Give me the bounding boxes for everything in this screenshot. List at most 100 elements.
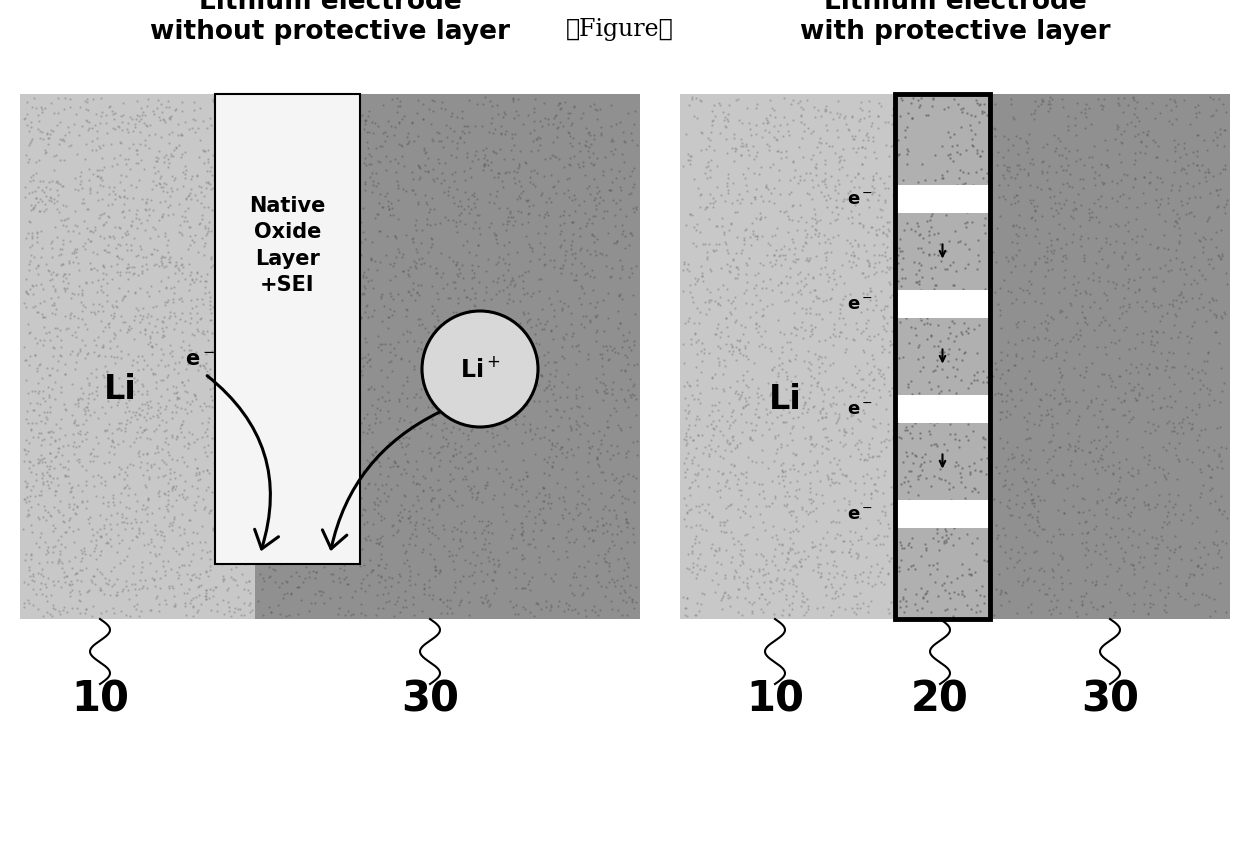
Point xyxy=(408,160,428,173)
Point xyxy=(931,473,951,486)
Point xyxy=(441,110,461,123)
Point xyxy=(252,219,272,232)
Point xyxy=(838,546,858,560)
Point xyxy=(794,399,813,413)
Point xyxy=(787,323,807,337)
Point xyxy=(1037,308,1056,322)
Point xyxy=(1091,158,1111,171)
Point xyxy=(384,457,404,470)
Point xyxy=(89,582,109,595)
Point xyxy=(776,588,796,602)
Point xyxy=(348,238,368,252)
Point xyxy=(732,489,751,502)
Point xyxy=(112,310,131,323)
Point xyxy=(32,242,52,256)
Point xyxy=(151,354,171,368)
Point xyxy=(774,93,794,106)
Point xyxy=(154,208,174,221)
Point xyxy=(312,312,332,326)
Point xyxy=(894,391,914,404)
Point xyxy=(987,222,1007,235)
Point xyxy=(497,218,517,231)
Point xyxy=(946,146,966,160)
Point xyxy=(372,381,392,394)
Point xyxy=(1017,146,1037,160)
Point xyxy=(463,465,482,479)
Point xyxy=(72,286,92,300)
Point xyxy=(836,318,856,332)
Point xyxy=(21,549,41,562)
Point xyxy=(120,163,140,176)
Point xyxy=(448,142,467,155)
Point xyxy=(614,135,634,149)
Point xyxy=(618,516,637,529)
Point xyxy=(273,408,293,422)
Point xyxy=(221,259,241,273)
Point xyxy=(153,250,172,263)
Point xyxy=(433,282,453,295)
Point xyxy=(95,475,115,489)
Point xyxy=(1070,324,1090,338)
Point xyxy=(725,385,745,398)
Point xyxy=(47,231,67,245)
Point xyxy=(188,474,208,488)
Point xyxy=(715,479,735,493)
Point xyxy=(201,563,221,576)
Point xyxy=(169,118,188,132)
Point xyxy=(289,201,309,214)
Point xyxy=(620,187,640,201)
Point xyxy=(454,127,474,141)
Point xyxy=(31,225,51,238)
Point xyxy=(894,542,914,555)
Point xyxy=(384,270,404,284)
Point xyxy=(115,316,135,330)
Point xyxy=(1173,256,1193,269)
Point xyxy=(486,288,506,301)
Point xyxy=(357,300,377,313)
Point xyxy=(300,147,320,160)
Point xyxy=(496,214,516,228)
Point xyxy=(438,186,458,199)
Point xyxy=(210,551,229,565)
Point xyxy=(150,343,170,356)
Point xyxy=(77,603,97,616)
Point xyxy=(842,241,862,254)
Point xyxy=(1043,210,1063,224)
Point xyxy=(565,389,585,403)
Point xyxy=(544,149,564,163)
Point xyxy=(378,311,398,324)
Point xyxy=(340,227,360,241)
Point xyxy=(231,260,250,273)
Point xyxy=(53,282,73,295)
Point xyxy=(458,362,477,376)
Point xyxy=(1074,252,1094,266)
Point xyxy=(868,362,888,376)
Point xyxy=(195,441,215,454)
Point xyxy=(192,208,212,222)
Point xyxy=(841,204,861,218)
Point xyxy=(1086,257,1106,271)
Point xyxy=(596,517,616,530)
Point xyxy=(268,401,288,414)
Point xyxy=(109,416,129,430)
Point xyxy=(1190,550,1210,564)
Point xyxy=(309,585,329,598)
Point xyxy=(526,352,546,365)
Point xyxy=(259,194,279,208)
Point xyxy=(613,341,632,354)
Point xyxy=(1011,163,1030,176)
Point xyxy=(1125,381,1145,394)
Point xyxy=(270,392,290,406)
Point xyxy=(20,175,40,188)
Point xyxy=(419,375,439,388)
Point xyxy=(1011,393,1030,407)
Point xyxy=(19,387,38,401)
Point xyxy=(894,183,914,197)
Point xyxy=(565,359,585,372)
Point xyxy=(836,571,856,584)
Point xyxy=(408,198,428,212)
Point xyxy=(808,230,828,243)
Point xyxy=(286,167,306,181)
Point xyxy=(424,203,444,217)
Point xyxy=(959,419,978,432)
